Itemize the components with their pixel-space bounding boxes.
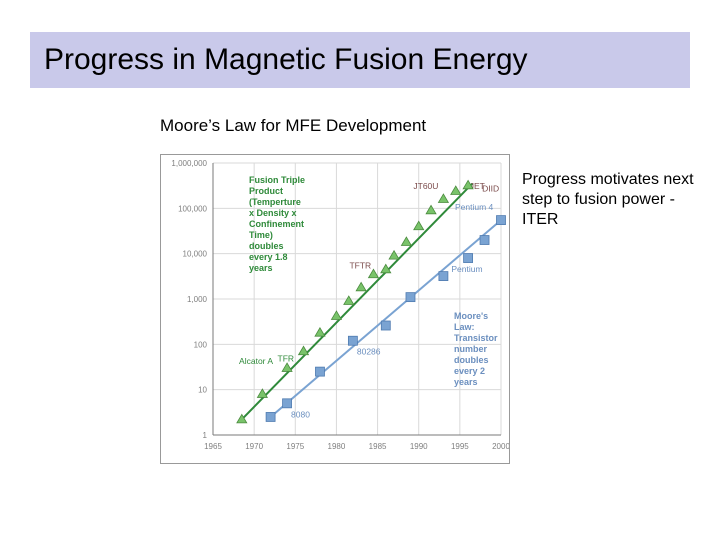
- svg-text:Product: Product: [249, 186, 283, 196]
- slide-root: Progress in Magnetic Fusion Energy Moore…: [0, 0, 720, 540]
- svg-text:1980: 1980: [328, 442, 346, 451]
- svg-text:1965: 1965: [204, 442, 222, 451]
- svg-text:TFR: TFR: [278, 353, 295, 363]
- slide-subtitle: Moore’s Law for MFE Development: [160, 116, 426, 136]
- moore-law-mfe-chart: 1 10 100 1,000 10,000 100,000 1,000,000 1965 197…: [161, 155, 509, 463]
- svg-text:1990: 1990: [410, 442, 428, 451]
- svg-text:Law:: Law:: [454, 322, 475, 332]
- svg-text:number: number: [454, 344, 488, 354]
- svg-text:1995: 1995: [451, 442, 469, 451]
- svg-text:Pentium 4: Pentium 4: [455, 202, 494, 212]
- chart-container: 1 10 100 1,000 10,000 100,000 1,000,000 1965 197…: [160, 154, 510, 464]
- svg-text:(Temperture: (Temperture: [249, 197, 301, 207]
- svg-text:10,000: 10,000: [183, 250, 208, 259]
- svg-text:1975: 1975: [286, 442, 304, 451]
- svg-text:Pentium: Pentium: [451, 264, 482, 274]
- svg-text:10: 10: [198, 386, 207, 395]
- svg-text:1970: 1970: [245, 442, 263, 451]
- svg-text:years: years: [249, 263, 273, 273]
- svg-text:Fusion Triple: Fusion Triple: [249, 175, 305, 185]
- svg-text:100: 100: [194, 340, 208, 349]
- svg-text:1: 1: [203, 431, 208, 440]
- svg-text:TFTR: TFTR: [349, 260, 371, 270]
- svg-text:doubles: doubles: [454, 355, 489, 365]
- svg-text:x Density x: x Density x: [249, 208, 297, 218]
- svg-text:Transistor: Transistor: [454, 333, 498, 343]
- svg-text:DIID: DIID: [482, 183, 499, 193]
- svg-text:Moore's: Moore's: [454, 311, 488, 321]
- svg-text:80286: 80286: [357, 347, 381, 357]
- svg-text:Confinement: Confinement: [249, 219, 304, 229]
- svg-text:1,000,000: 1,000,000: [171, 159, 207, 168]
- side-annotation: Progress motivates next step to fusion p…: [522, 170, 702, 230]
- svg-text:Time): Time): [249, 230, 273, 240]
- slide-title: Progress in Magnetic Fusion Energy: [44, 43, 528, 76]
- svg-text:2000: 2000: [492, 442, 509, 451]
- svg-text:every 2: every 2: [454, 366, 485, 376]
- svg-text:years: years: [454, 377, 478, 387]
- svg-text:Alcator A: Alcator A: [239, 356, 273, 366]
- svg-text:100,000: 100,000: [178, 204, 207, 213]
- svg-text:every 1.8: every 1.8: [249, 252, 288, 262]
- svg-text:JT60U: JT60U: [413, 181, 438, 191]
- title-band: Progress in Magnetic Fusion Energy: [30, 32, 690, 88]
- svg-text:8080: 8080: [291, 409, 310, 419]
- svg-text:1985: 1985: [369, 442, 387, 451]
- svg-text:doubles: doubles: [249, 241, 284, 251]
- svg-text:1,000: 1,000: [187, 295, 208, 304]
